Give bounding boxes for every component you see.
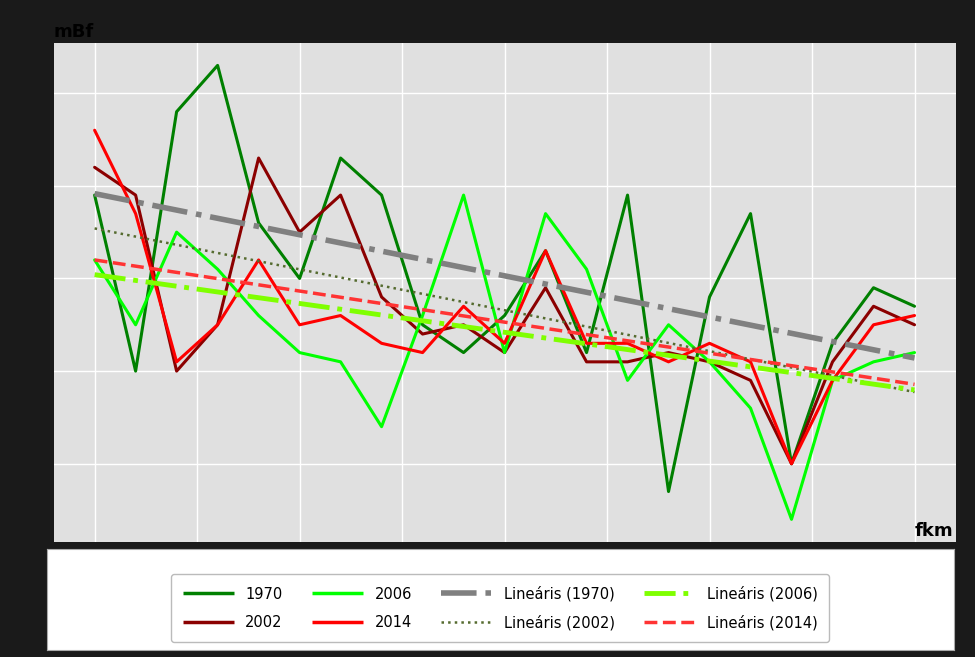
- Text: mBf: mBf: [54, 23, 94, 41]
- Legend: 1970, 2002, 2006, 2014, Lineáris (1970), Lineáris (2002), Lineáris (2006), Lineá: 1970, 2002, 2006, 2014, Lineáris (1970),…: [171, 574, 830, 642]
- Text: fkm: fkm: [915, 522, 954, 540]
